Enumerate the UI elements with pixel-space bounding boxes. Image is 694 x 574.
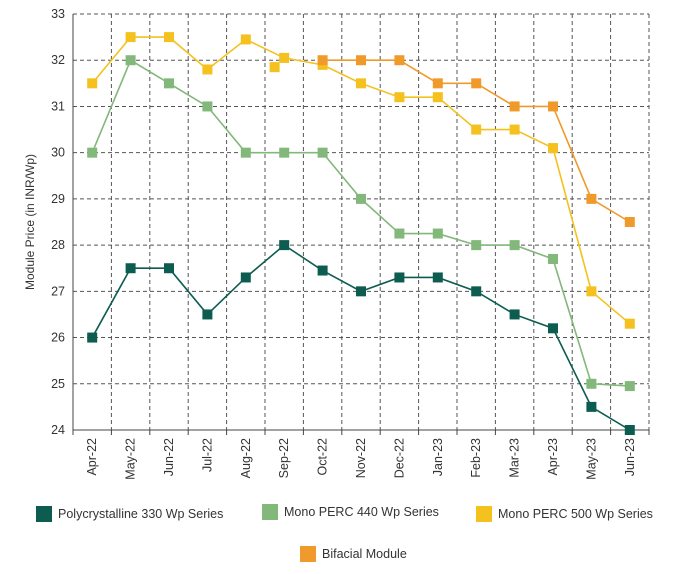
data-point-mono-perc-440-wp-series — [624, 381, 635, 392]
legend-label-mono-perc-500: Mono PERC 500 Wp Series — [498, 507, 653, 521]
legend-swatch-polycrystalline — [36, 506, 52, 522]
x-tick-label: Jun-23 — [623, 438, 637, 476]
data-point-mono-perc-500-wp-series — [548, 143, 558, 154]
x-tick-label: Dec-22 — [392, 438, 406, 478]
data-point-polycrystalline-330-wp-series — [586, 401, 597, 412]
y-tick-label: 27 — [51, 284, 65, 298]
data-point-mono-perc-500-wp-series — [269, 62, 280, 73]
data-point-polycrystalline-330-wp-series — [240, 272, 251, 283]
data-point-polycrystalline-330-wp-series — [471, 286, 482, 297]
y-tick-label: 28 — [51, 238, 65, 252]
data-point-mono-perc-500-wp-series — [87, 78, 98, 89]
data-point-polycrystalline-330-wp-series — [164, 263, 174, 274]
x-tick-label: Apr-22 — [85, 438, 99, 476]
data-point-polycrystalline-330-wp-series — [279, 240, 290, 251]
axes — [72, 13, 650, 435]
data-point-polycrystalline-330-wp-series — [624, 425, 635, 435]
data-point-mono-perc-500-wp-series — [432, 92, 443, 103]
legend-label-mono-perc-440: Mono PERC 440 Wp Series — [284, 505, 439, 519]
data-point-mono-perc-500-wp-series — [356, 78, 366, 89]
data-point-mono-perc-440-wp-series — [125, 55, 136, 66]
x-tick-label: Oct-22 — [316, 438, 330, 476]
legend-item-polycrystalline: Polycrystalline 330 Wp Series — [36, 506, 223, 522]
data-point-polycrystalline-330-wp-series — [125, 263, 136, 274]
legend-item-bifacial: Bifacial Module — [300, 546, 407, 562]
data-point-bifacial-module — [356, 55, 366, 66]
data-point-mono-perc-440-wp-series — [202, 101, 213, 112]
data-point-polycrystalline-330-wp-series — [548, 323, 558, 334]
data-point-bifacial-module — [432, 78, 443, 89]
x-tick-label: May-22 — [124, 438, 138, 480]
data-point-bifacial-module — [586, 193, 597, 204]
data-point-bifacial-module — [624, 217, 635, 227]
legend-swatch-mono-perc-500 — [476, 506, 492, 522]
x-tick-label: Feb-23 — [469, 438, 483, 478]
data-point-polycrystalline-330-wp-series — [356, 286, 366, 297]
data-point-mono-perc-440-wp-series — [87, 147, 98, 158]
data-point-polycrystalline-330-wp-series — [394, 272, 405, 283]
data-point-mono-perc-440-wp-series — [471, 240, 482, 251]
y-tick-label: 30 — [51, 146, 65, 160]
data-point-bifacial-module — [394, 55, 405, 66]
data-point-mono-perc-440-wp-series — [279, 147, 290, 158]
y-axis-label: Module Price (in INR/Wp) — [23, 154, 37, 290]
data-point-polycrystalline-330-wp-series — [87, 332, 98, 343]
data-point-mono-perc-500-wp-series — [202, 64, 213, 75]
data-point-mono-perc-500-wp-series — [509, 124, 520, 135]
chart: 24 25 26 27 28 29 30 31 32 33 Apr-22 May-22 Jun-22 Ju… — [23, 7, 650, 480]
plot-area — [73, 14, 649, 430]
data-point-polycrystalline-330-wp-series — [509, 309, 520, 320]
data-point-polycrystalline-330-wp-series — [317, 265, 328, 276]
legend-item-mono-perc-440: Mono PERC 440 Wp Series — [262, 504, 439, 520]
x-tick-label: May-23 — [584, 438, 598, 480]
y-tick-label: 33 — [51, 7, 65, 21]
data-point-mono-perc-440-wp-series — [164, 78, 174, 89]
y-tick-label: 32 — [51, 53, 65, 67]
data-point-mono-perc-440-wp-series — [317, 147, 328, 158]
legend-swatch-bifacial — [300, 546, 316, 562]
x-tick-label: Sep-22 — [277, 438, 291, 478]
data-point-mono-perc-500-wp-series — [624, 318, 635, 329]
data-point-mono-perc-500-wp-series — [279, 52, 290, 63]
data-point-mono-perc-500-wp-series — [394, 92, 405, 103]
data-point-mono-perc-500-wp-series — [164, 32, 174, 43]
series-layer — [87, 32, 635, 435]
data-point-mono-perc-440-wp-series — [394, 228, 405, 239]
data-point-mono-perc-440-wp-series — [356, 193, 366, 204]
y-tick-label: 25 — [51, 377, 65, 391]
legend-label-polycrystalline: Polycrystalline 330 Wp Series — [58, 507, 224, 521]
data-point-mono-perc-440-wp-series — [586, 378, 597, 389]
x-tick-label: Jan-23 — [431, 438, 445, 476]
x-tick-label: Nov-22 — [354, 438, 368, 478]
data-point-bifacial-module — [317, 55, 328, 66]
data-point-bifacial-module — [471, 78, 482, 89]
legend-label-bifacial: Bifacial Module — [322, 547, 407, 561]
y-tick-label: 29 — [51, 192, 65, 206]
data-point-mono-perc-500-wp-series — [240, 34, 251, 45]
data-point-mono-perc-440-wp-series — [548, 253, 558, 264]
legend: Polycrystalline 330 Wp Series Mono PERC … — [0, 490, 694, 574]
data-point-mono-perc-500-wp-series — [586, 286, 597, 297]
ticks: 24 25 26 27 28 29 30 31 32 33 Apr-22 May-22 Jun-22 Ju… — [51, 7, 637, 480]
data-point-polycrystalline-330-wp-series — [432, 272, 443, 283]
y-tick-label: 31 — [51, 99, 65, 113]
data-point-mono-perc-500-wp-series — [471, 124, 482, 135]
x-tick-label: Aug-22 — [239, 438, 253, 478]
data-point-mono-perc-440-wp-series — [509, 240, 520, 251]
data-point-mono-perc-440-wp-series — [432, 228, 443, 239]
legend-item-mono-perc-500: Mono PERC 500 Wp Series — [476, 506, 653, 522]
y-tick-label: 24 — [51, 423, 65, 437]
legend-swatch-mono-perc-440 — [262, 504, 278, 520]
data-point-mono-perc-440-wp-series — [240, 147, 251, 158]
data-point-polycrystalline-330-wp-series — [202, 309, 213, 320]
data-point-bifacial-module — [509, 101, 520, 112]
y-tick-label: 26 — [51, 331, 65, 345]
x-tick-label: Jun-22 — [162, 438, 176, 476]
data-point-mono-perc-500-wp-series — [125, 32, 136, 43]
data-point-bifacial-module — [548, 101, 558, 112]
x-tick-label: Apr-23 — [546, 438, 560, 476]
x-tick-label: Jul-22 — [200, 438, 214, 472]
x-tick-label: Mar-23 — [508, 438, 522, 478]
